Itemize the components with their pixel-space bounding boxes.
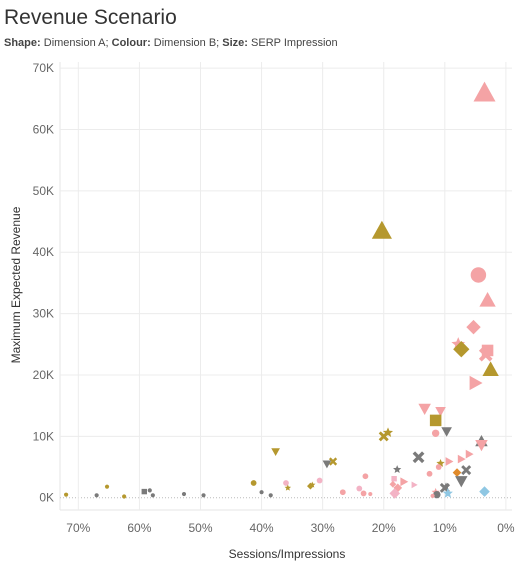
data-point-circle-marker (426, 470, 433, 477)
data-point-circle-marker (64, 492, 69, 497)
data-point-triangle-right-marker (465, 449, 474, 459)
data-point-star-marker (393, 465, 402, 474)
y-axis-label: Maximum Expected Revenue (9, 206, 23, 363)
data-point-square-marker (391, 475, 397, 482)
y-axis-ticks: 0K 10K 20K 30K 40K 50K 60K 70K (33, 61, 54, 505)
x-axis-label: Sessions/Impressions (229, 547, 346, 561)
data-point-circle-marker (360, 490, 367, 497)
data-point-triangle-marker (371, 220, 392, 239)
x-tick-label: 30% (311, 521, 335, 535)
x-tick-label: 20% (372, 521, 396, 535)
data-point-circle-marker (181, 491, 187, 497)
subtitle-shape-value: Dimension A; (43, 37, 109, 49)
data-point-triangle-right-marker (445, 457, 454, 466)
data-point-circle-marker (268, 493, 273, 498)
data-point-triangle-down-marker (322, 460, 332, 469)
data-point-x-marker (378, 431, 389, 442)
data-point-circle-marker (201, 493, 206, 498)
data-point-diamond-marker (307, 482, 314, 490)
x-axis-ticks: 70% 60% 50% 40% 30% 20% 10% 0% (66, 521, 515, 535)
y-tick-label: 0K (39, 491, 54, 505)
y-tick-label: 60K (33, 123, 54, 137)
data-point-star-marker (284, 484, 292, 491)
chart-subtitle: Shape: Dimension A; Colour: Dimension B;… (4, 37, 338, 49)
data-point-circle-marker (431, 429, 440, 437)
data-point-circle-marker (339, 489, 346, 496)
data-point-triangle-down-marker (435, 406, 446, 417)
data-point-triangle-marker (473, 81, 496, 102)
data-point-diamond-marker (452, 468, 462, 477)
data-point-circle-marker (150, 493, 155, 498)
data-point-square-marker (429, 414, 442, 427)
data-point-circle-marker (433, 490, 441, 499)
data-point-circle-marker (430, 493, 435, 498)
data-point-circle-marker (147, 488, 152, 493)
data-point-diamond-marker (453, 341, 470, 358)
data-point-diamond-marker (389, 480, 397, 488)
data-point-triangle-marker (482, 361, 499, 376)
data-point-diamond-marker (389, 488, 401, 499)
data-point-triangle-right-marker (400, 477, 409, 487)
data-point-triangle-down-marker (418, 403, 431, 415)
y-tick-label: 50K (33, 184, 54, 198)
data-point-triangle-down-marker (475, 439, 488, 452)
data-point-x-marker (412, 451, 425, 464)
data-point-circle-marker (435, 464, 442, 470)
data-point-circle-marker (362, 473, 369, 480)
data-point-circle-marker (356, 485, 363, 492)
data-point-circle-marker (316, 477, 323, 484)
data-point-x-marker (461, 465, 472, 476)
data-point-square-marker (141, 488, 148, 495)
subtitle-size-key: Size: (222, 37, 248, 49)
chart-title: Revenue Scenario (4, 6, 177, 29)
data-point-triangle-down-marker (455, 476, 468, 488)
data-point-triangle-down-marker (271, 448, 280, 457)
y-tick-label: 40K (33, 245, 54, 259)
data-point-triangle-right-marker (457, 454, 466, 464)
data-point-x-marker (478, 347, 493, 362)
y-tick-label: 20K (33, 368, 54, 382)
data-point-circle-marker (368, 491, 373, 497)
data-point-diamond-marker (479, 486, 490, 497)
data-point-circle-marker (94, 493, 99, 498)
data-point-circle-marker (283, 480, 289, 486)
data-point-circle-marker (470, 267, 487, 283)
data-point-triangle-down-marker (441, 427, 452, 437)
data-point-triangle-right-marker (411, 481, 418, 489)
data-point-star-marker (442, 488, 453, 498)
data-point-circle-marker (250, 480, 257, 486)
x-tick-label: 70% (66, 521, 90, 535)
y-tick-label: 10K (33, 429, 54, 443)
subtitle-colour-key: Colour: (111, 37, 151, 49)
grid-lines (59, 62, 512, 511)
y-tick-label: 70K (33, 61, 54, 75)
subtitle-shape-key: Shape: (4, 37, 41, 49)
data-point-circle-marker (104, 484, 110, 489)
data-points (64, 81, 499, 499)
data-point-diamond-marker (466, 319, 481, 335)
subtitle-size-value: SERP Impression (251, 37, 338, 49)
data-point-circle-marker (122, 494, 127, 499)
x-tick-label: 50% (188, 521, 212, 535)
data-point-triangle-right-marker (469, 375, 483, 391)
data-point-circle-marker (259, 490, 264, 495)
x-tick-label: 0% (497, 521, 515, 535)
y-tick-label: 30K (33, 307, 54, 321)
x-tick-label: 40% (250, 521, 274, 535)
data-point-triangle-marker (479, 291, 496, 307)
data-point-x-marker (328, 457, 338, 466)
x-tick-label: 60% (127, 521, 151, 535)
subtitle-colour-value: Dimension B; (153, 37, 220, 49)
x-tick-label: 10% (433, 521, 457, 535)
